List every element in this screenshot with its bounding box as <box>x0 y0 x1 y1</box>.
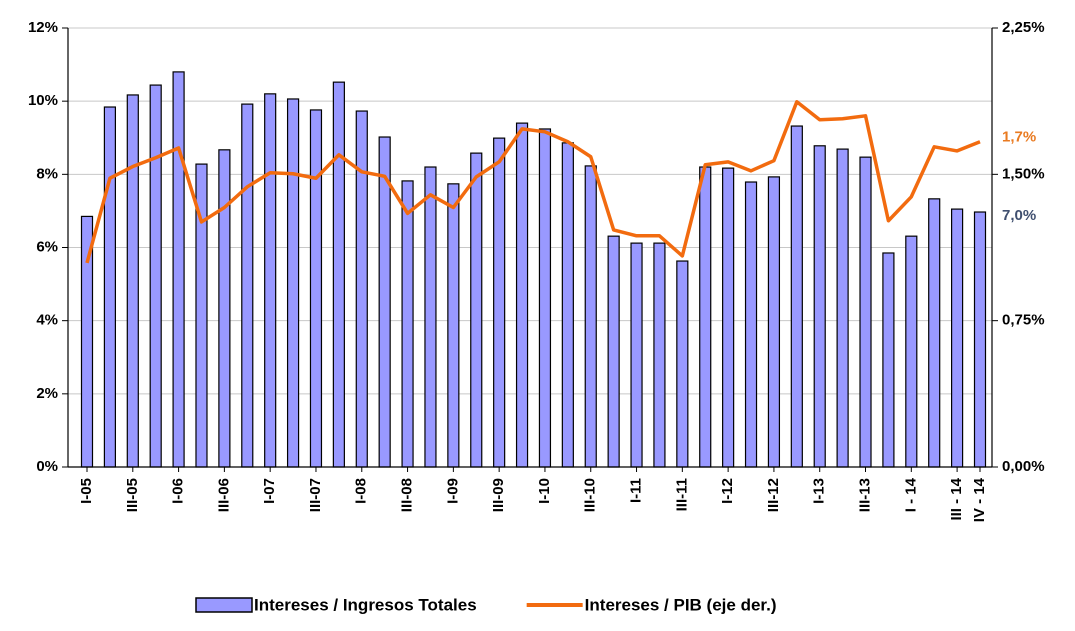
bar <box>561 142 574 468</box>
y2-tick-label: 1,50% <box>1002 165 1045 182</box>
bar <box>264 93 277 468</box>
y2-tick-label: 0,00% <box>1002 458 1045 475</box>
legend-label: Intereses / PIB (eje der.) <box>585 595 777 614</box>
bar <box>836 148 849 468</box>
bar <box>722 167 735 468</box>
y2-tick-label: 2,25% <box>1002 19 1045 36</box>
y-tick-label: 10% <box>28 92 58 109</box>
legend-label: Intereses / Ingresos Totales <box>254 595 477 614</box>
bar <box>515 122 529 468</box>
x-tick-label: I-12 <box>719 478 736 504</box>
x-tick-label: I-11 <box>628 478 645 503</box>
x-tick-label: III-08 <box>399 478 416 512</box>
bar <box>813 145 826 468</box>
bar <box>355 110 368 468</box>
x-tick-label: I-06 <box>170 478 187 504</box>
x-tick-label: I-07 <box>261 478 278 504</box>
bar <box>149 84 162 468</box>
value-label: 1,7% <box>1002 129 1036 146</box>
bar <box>401 180 414 468</box>
bar <box>676 260 689 468</box>
x-tick-label: I-10 <box>536 478 553 504</box>
bar <box>493 137 506 468</box>
y-tick-label: 0% <box>36 458 58 475</box>
bar <box>424 166 437 468</box>
bar <box>103 106 116 468</box>
bar <box>584 165 597 468</box>
y-tick-label: 6% <box>36 238 58 255</box>
bar <box>630 242 643 468</box>
x-tick-label: III-06 <box>215 478 232 512</box>
bar <box>172 71 185 468</box>
bar <box>767 176 781 468</box>
y-tick-label: 12% <box>28 19 58 36</box>
x-tick-label: I - 14 <box>902 477 919 512</box>
bar <box>332 81 345 468</box>
bar <box>905 235 918 468</box>
bar <box>790 125 803 468</box>
x-tick-label: III-11 <box>673 478 690 511</box>
bar <box>447 183 460 468</box>
bar <box>951 208 964 468</box>
x-tick-label: III-09 <box>490 478 507 512</box>
x-tick-label: III-12 <box>765 478 782 512</box>
y-tick-label: 8% <box>36 165 58 182</box>
x-tick-label: I-08 <box>353 478 370 504</box>
x-tick-label: III-05 <box>124 478 141 512</box>
bar <box>653 242 666 468</box>
x-tick-label: III-13 <box>856 478 873 512</box>
y-tick-label: 4% <box>36 312 58 329</box>
bar <box>309 109 323 468</box>
bar <box>286 98 300 468</box>
line <box>85 100 981 264</box>
bar <box>470 152 483 468</box>
bar <box>744 181 758 468</box>
x-tick-label: IV - 14 <box>971 477 988 522</box>
value-label: 7,0% <box>1002 207 1036 224</box>
bar <box>973 211 987 468</box>
bar <box>538 128 552 468</box>
bar <box>607 235 620 468</box>
x-tick-label: I-09 <box>444 478 461 504</box>
x-tick-label: III-07 <box>307 478 324 512</box>
bar <box>241 103 254 468</box>
bar <box>699 166 712 468</box>
x-tick-label: I-13 <box>811 478 828 504</box>
legend-swatch <box>195 597 253 613</box>
x-tick-label: III - 14 <box>948 477 965 520</box>
y-tick-label: 2% <box>36 385 58 402</box>
y2-tick-label: 0,75% <box>1002 312 1045 329</box>
x-tick-label: III-10 <box>582 478 599 512</box>
bar <box>882 252 895 468</box>
bar <box>928 198 941 468</box>
bar <box>859 156 872 468</box>
x-tick-label: I-05 <box>78 478 95 504</box>
bar <box>126 94 139 468</box>
bar <box>218 149 231 468</box>
bar <box>378 136 391 468</box>
